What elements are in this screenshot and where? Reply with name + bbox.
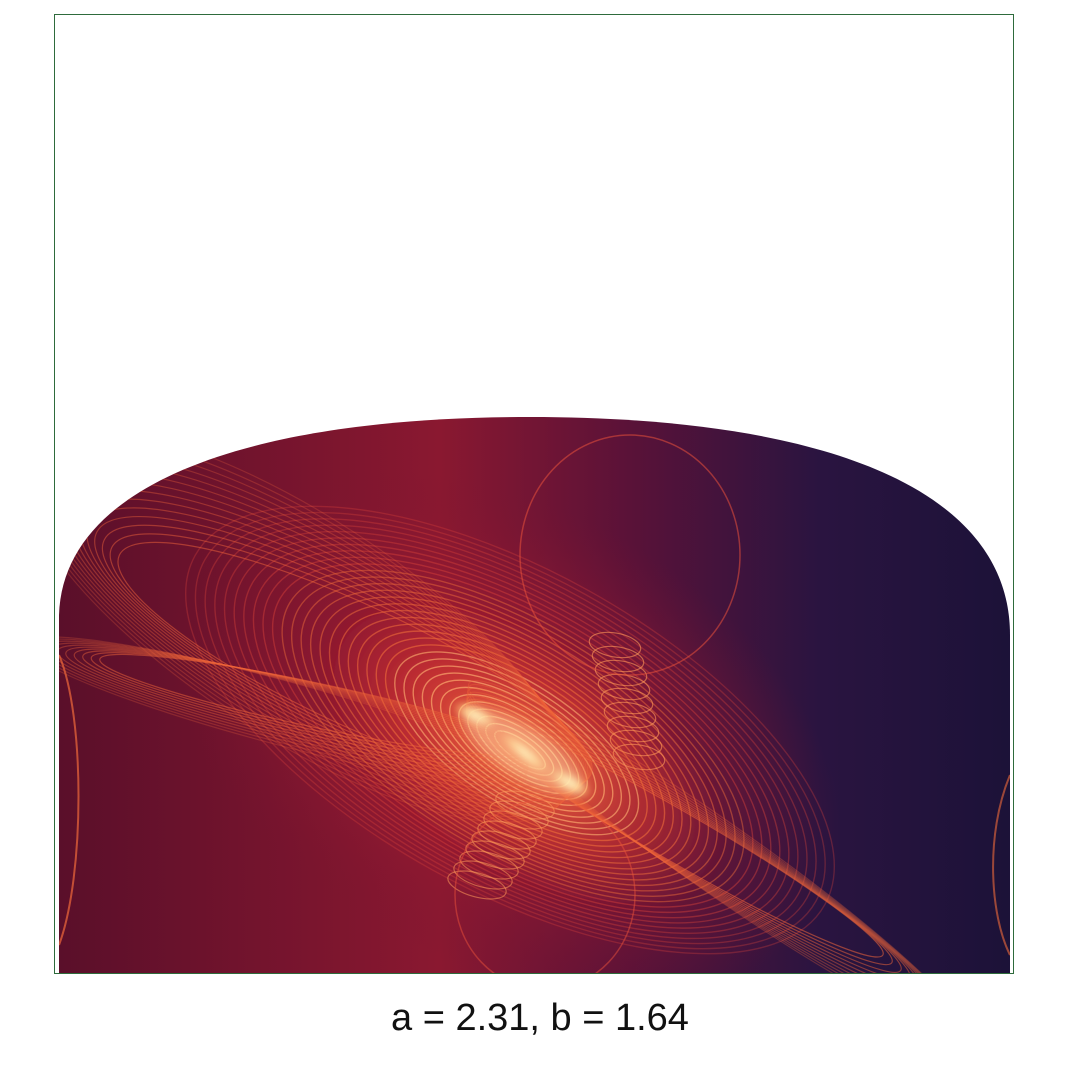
filament-loop — [356, 623, 674, 859]
filament-loop — [519, 434, 741, 676]
filament-loop — [454, 799, 636, 973]
filament-loop — [466, 687, 946, 973]
filament-loop — [262, 556, 763, 914]
filament-loop — [439, 686, 597, 807]
filament-loop — [194, 511, 826, 950]
filament-loop — [243, 543, 781, 924]
filament-loop — [101, 524, 590, 794]
filament-loop — [591, 645, 645, 673]
filament-loop — [467, 683, 954, 973]
filament-loop — [223, 530, 799, 934]
filament-loop — [185, 505, 835, 955]
filament-loop — [59, 445, 575, 818]
filament-loop — [347, 616, 683, 864]
filament-loop — [603, 701, 657, 729]
filament-loop — [394, 651, 640, 836]
filament-loop — [466, 695, 929, 973]
filament-loop — [117, 541, 593, 789]
filament-loop — [271, 563, 754, 908]
filament-loop — [588, 631, 642, 659]
filament-loop — [466, 691, 937, 973]
filament-loop — [467, 679, 963, 973]
filament-loop — [252, 550, 772, 919]
attractor-filaments — [59, 427, 963, 973]
filament-loop — [403, 658, 631, 830]
filament-loop — [600, 687, 654, 715]
filament-loop — [109, 533, 592, 791]
filament-loop — [204, 518, 817, 945]
filament-loop — [375, 637, 657, 847]
filament-loop — [412, 665, 623, 824]
attractor-image-frame — [54, 14, 1014, 974]
parameter-caption: a = 2.31, b = 1.64 — [391, 997, 689, 1039]
filament-loop — [94, 516, 589, 796]
filament-loop — [233, 537, 790, 929]
filament-loop — [300, 583, 727, 892]
filament-loop — [465, 840, 525, 870]
filament-loop — [453, 860, 513, 890]
filament-loop — [366, 630, 666, 853]
filament-loop — [384, 644, 648, 842]
filament-loop — [447, 870, 507, 900]
filament-loop — [612, 743, 666, 771]
filament-loop — [471, 830, 531, 860]
filament-loop — [430, 679, 605, 812]
filament-loop — [309, 589, 718, 887]
filament-loop — [338, 609, 692, 870]
filament-loop — [609, 729, 663, 757]
filament-loop — [483, 810, 543, 840]
filament-loop — [477, 820, 537, 850]
filament-loop — [59, 427, 571, 823]
filament-loop — [459, 850, 519, 880]
filament-loop — [328, 603, 701, 876]
filament-loop — [281, 569, 745, 903]
filament-loop — [606, 715, 660, 743]
filament-loop — [466, 698, 920, 973]
attractor-image — [59, 417, 1010, 973]
filament-loop — [214, 524, 808, 940]
filament-loop — [319, 596, 710, 881]
filament-loop — [290, 576, 736, 897]
filament-loop — [495, 790, 555, 820]
